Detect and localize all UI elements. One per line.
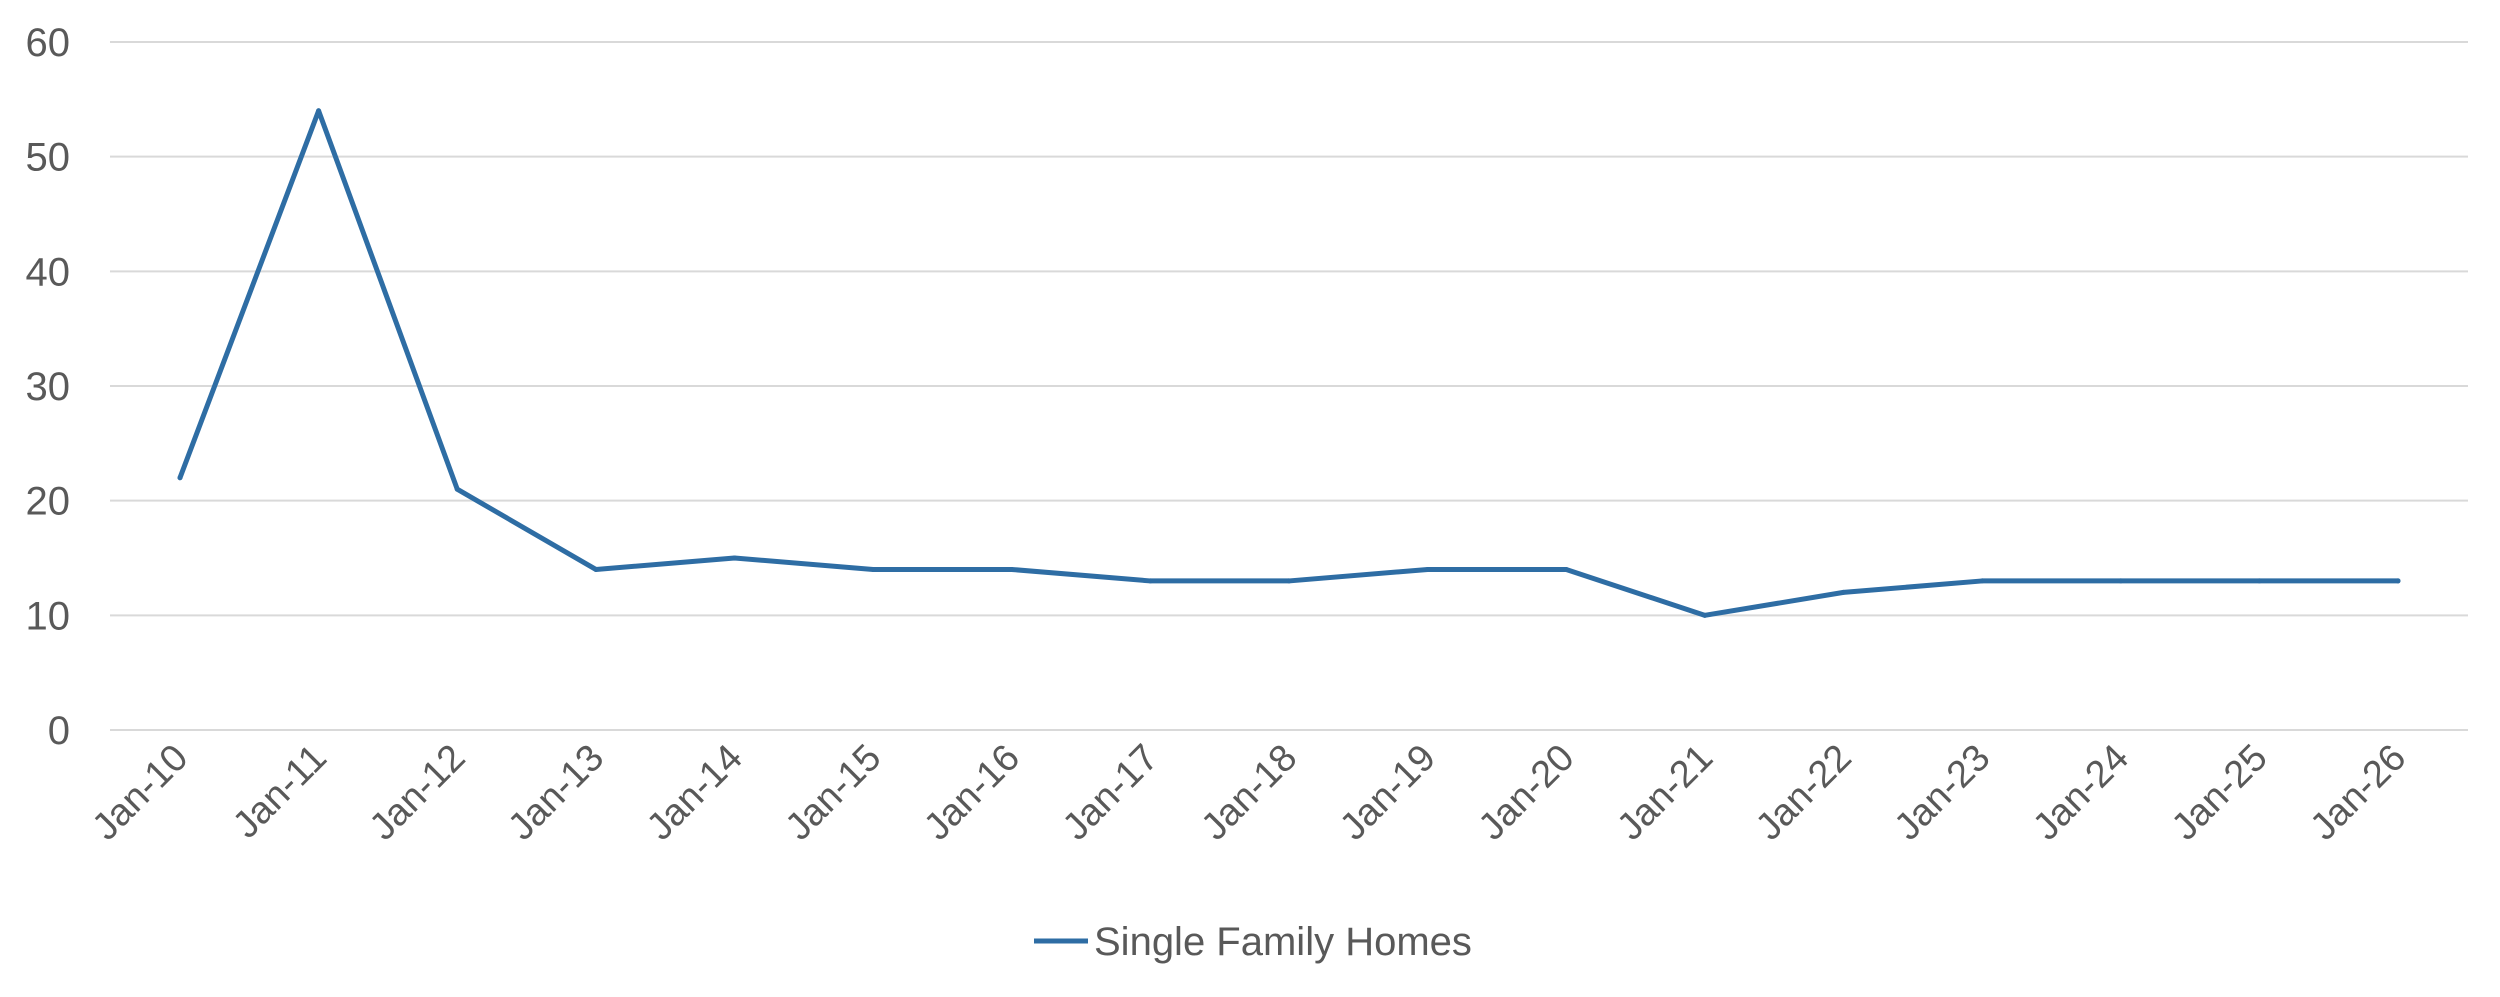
data-point-jan-12	[454, 486, 460, 492]
y-tick-label-50: 50	[26, 136, 71, 180]
data-point-jan-25	[2256, 578, 2262, 584]
x-tick-label-jan-23: Jan-23	[1887, 737, 1999, 849]
x-tick-label-jan-21: Jan-21	[1609, 737, 1721, 849]
x-tick-label-jan-16: Jan-16	[916, 737, 1028, 849]
x-tick-label-jan-22: Jan-22	[1748, 737, 1860, 849]
data-point-jan-10	[177, 475, 183, 481]
x-tick-label-jan-26: Jan-26	[2302, 737, 2414, 849]
series-lines	[177, 108, 2401, 618]
y-tick-label-60: 60	[26, 21, 71, 65]
x-tick-label-jan-19: Jan-19	[1332, 737, 1444, 849]
x-tick-label-jan-17: Jan-17	[1055, 737, 1167, 849]
legend: Single Family Homes	[1034, 920, 1472, 964]
data-point-jan-11	[316, 108, 322, 114]
x-axis-tick-labels: Jan-10 Jan-11 Jan-12 Jan-13 Jan-14 Jan-15 Jan-…	[84, 737, 2414, 849]
data-point-jan-14	[732, 555, 737, 561]
x-tick-label-jan-15: Jan-15	[778, 737, 890, 849]
data-point-jan-22	[1841, 589, 1846, 595]
series-line-0	[177, 108, 2401, 618]
x-tick-label-jan-24: Jan-24	[2025, 737, 2137, 849]
x-tick-label-jan-10: Jan-10	[84, 737, 196, 849]
y-tick-label-10: 10	[26, 594, 71, 638]
data-point-jan-26	[2395, 578, 2401, 584]
x-tick-label-jan-13: Jan-13	[500, 737, 612, 849]
x-tick-label-jan-12: Jan-12	[362, 737, 474, 849]
data-point-jan-18	[1286, 578, 1292, 584]
data-point-jan-19	[1425, 566, 1431, 572]
legend-label-single-family-homes: Single Family Homes	[1094, 920, 1472, 964]
y-tick-label-20: 20	[26, 480, 71, 524]
data-point-jan-13	[593, 566, 599, 572]
data-point-jan-16	[1009, 566, 1015, 572]
x-tick-label-jan-25: Jan-25	[2164, 737, 2276, 849]
y-tick-label-40: 40	[26, 250, 71, 294]
data-point-jan-21	[1702, 612, 1708, 618]
data-point-jan-15	[870, 566, 876, 572]
y-tick-label-0: 0	[48, 709, 70, 753]
data-point-jan-20	[1563, 566, 1569, 572]
x-tick-label-jan-18: Jan-18	[1193, 737, 1305, 849]
gridlines	[110, 41, 2468, 731]
x-tick-label-jan-20: Jan-20	[1471, 737, 1583, 849]
data-point-jan-23	[1979, 578, 1985, 584]
y-axis-tick-labels: 0 10 20 30 40 50 60	[26, 21, 71, 753]
data-point-jan-24	[2118, 578, 2124, 584]
data-point-jan-17	[1147, 578, 1153, 584]
y-tick-label-30: 30	[26, 365, 71, 409]
x-tick-label-jan-11: Jan-11	[225, 737, 335, 847]
x-tick-label-jan-14: Jan-14	[639, 737, 751, 849]
